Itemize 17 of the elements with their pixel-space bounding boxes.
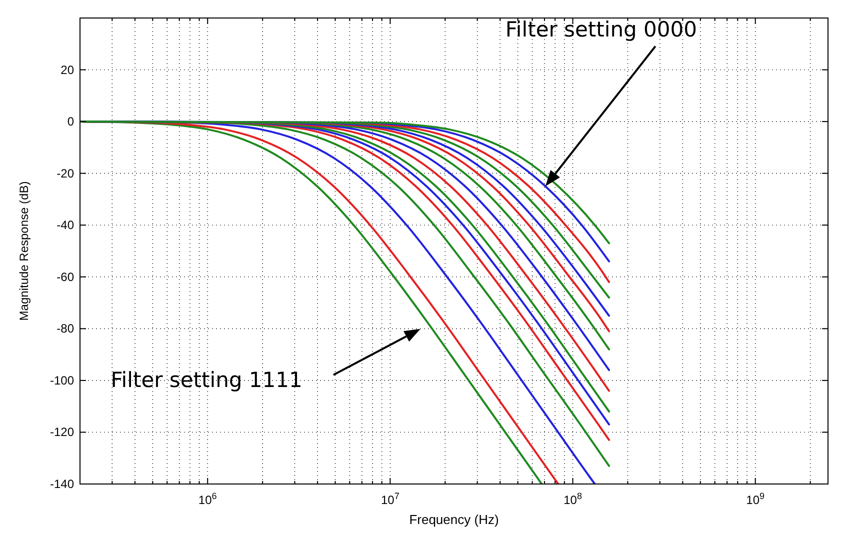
x-axis-title: Frequency (Hz)	[409, 512, 499, 527]
x-tick-label: 10$^{6}$	[198, 491, 217, 507]
y-tick-label: 20	[60, 62, 74, 77]
x-tick-label: 10$^{7}$	[381, 491, 400, 507]
y-tick-label: -80	[56, 322, 74, 336]
y-tick-label: -140	[50, 477, 74, 491]
annotation: Filter setting 0000	[505, 17, 697, 42]
y-tick-label: -100	[50, 373, 74, 388]
y-tick-label: 0	[67, 114, 74, 129]
y-tick-label: -20	[56, 166, 74, 180]
y-tick-label: -60	[56, 270, 74, 284]
y-tick-label: -120	[50, 425, 74, 440]
x-tick-label: 10$^{9}$	[746, 491, 765, 507]
y-tick-label: -40	[56, 218, 74, 232]
x-tick-label: 10$^{8}$	[564, 491, 582, 507]
y-axis-title: Magnitude Response (dB)	[17, 181, 31, 321]
annotation: Filter setting 1111	[110, 368, 302, 392]
